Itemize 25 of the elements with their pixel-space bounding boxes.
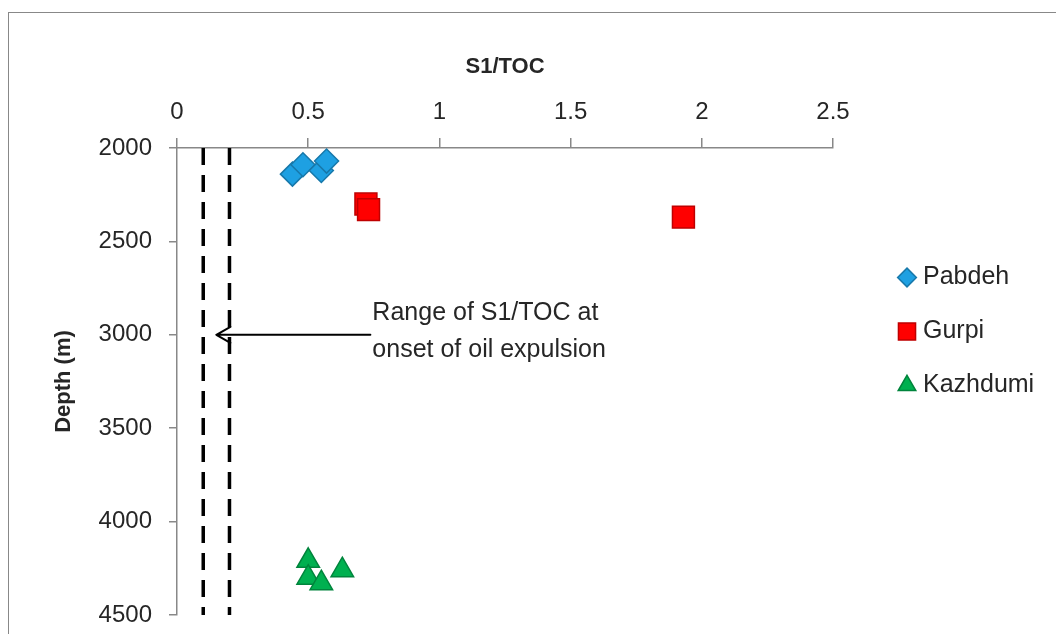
x-tick-label: 2 bbox=[695, 97, 709, 125]
x-tick-label: 0 bbox=[170, 97, 184, 125]
y-tick-label: 3500 bbox=[98, 412, 152, 440]
point bbox=[290, 152, 316, 178]
y-axis-title: Depth (m) bbox=[50, 330, 76, 433]
x-tick-label: 1.5 bbox=[553, 97, 588, 125]
y-tick-label: 4500 bbox=[98, 599, 152, 627]
y-tick-label: 4000 bbox=[98, 506, 152, 534]
point bbox=[296, 547, 321, 569]
x-tick-label: 1 bbox=[432, 97, 447, 125]
legend-label: Pabdeh bbox=[923, 261, 1010, 290]
x-tick-label: 0.5 bbox=[291, 97, 325, 125]
point bbox=[309, 569, 334, 591]
y-tick-label: 3000 bbox=[98, 319, 152, 347]
legend-label: Kazhdumi bbox=[923, 369, 1035, 398]
point bbox=[313, 148, 340, 174]
annotation: Range of S1/TOC at onset of oil expulsion bbox=[372, 297, 606, 363]
y-tick-label: 2500 bbox=[98, 226, 152, 254]
legend-label: Gurpi bbox=[923, 315, 985, 344]
y-tick-label: 2000 bbox=[98, 132, 152, 160]
point bbox=[356, 197, 381, 222]
point bbox=[330, 556, 355, 578]
x-tick-label: 2.5 bbox=[816, 97, 850, 125]
point bbox=[671, 205, 696, 229]
x-axis-title: S1/TOC bbox=[465, 53, 545, 79]
